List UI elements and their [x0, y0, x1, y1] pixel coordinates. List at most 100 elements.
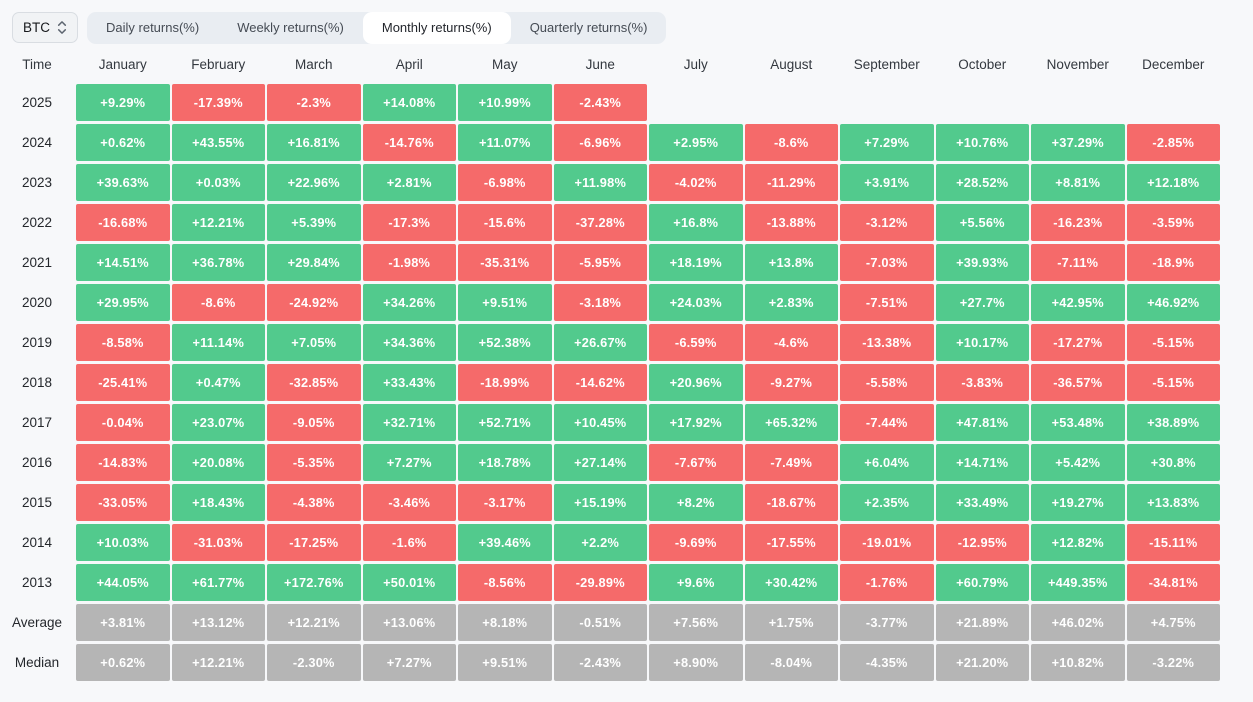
table-body: 2025 +9.29% -17.39% -2.3% +14.08% +10.99% -2.4… — [0, 84, 1220, 681]
return-cell: -18.9% — [1126, 244, 1220, 281]
return-cell: +10.99% — [458, 84, 552, 121]
returns-table: Time January February March April May June Jul… — [0, 48, 1253, 681]
return-cell: +0.62% — [76, 124, 170, 161]
return-cell: -24.92% — [267, 284, 361, 321]
return-cell: +20.08% — [171, 444, 265, 481]
month-header: January — [98, 56, 147, 72]
return-cell: +29.95% — [76, 284, 170, 321]
return-cell: +46.92% — [1126, 284, 1220, 321]
return-cell: +24.03% — [649, 284, 743, 321]
return-cell: +12.21% — [171, 644, 265, 681]
return-cell: -13.88% — [744, 204, 838, 241]
return-cell: -36.57% — [1031, 364, 1125, 401]
return-cell: -11.29% — [744, 164, 838, 201]
table-header-row: Time January February March April May June Jul… — [0, 48, 1220, 80]
return-cell: +38.89% — [1126, 404, 1220, 441]
return-cell: +10.45% — [553, 404, 647, 441]
return-cell: +5.56% — [935, 204, 1029, 241]
return-cell: +50.01% — [362, 564, 456, 601]
return-cell: +52.71% — [458, 404, 552, 441]
row-label: 2023 — [21, 175, 53, 190]
return-cell: +17.92% — [649, 404, 743, 441]
return-cell: -7.67% — [649, 444, 743, 481]
return-cell: -13.38% — [840, 324, 934, 361]
row-label: Median — [14, 655, 60, 670]
return-cell: +7.27% — [362, 444, 456, 481]
asset-selector[interactable]: BTC — [12, 12, 78, 43]
return-cell: +16.81% — [267, 124, 361, 161]
tab-quarterly-returns[interactable]: Quarterly returns(%) — [529, 20, 648, 35]
return-cell: +13.8% — [744, 244, 838, 281]
return-cell: +9.51% — [458, 284, 552, 321]
return-cell: +11.07% — [458, 124, 552, 161]
return-cell: +5.39% — [267, 204, 361, 241]
return-cell: -7.03% — [840, 244, 934, 281]
return-cell: -2.43% — [553, 84, 647, 121]
empty-cell — [1031, 84, 1125, 121]
return-cell: -2.3% — [267, 84, 361, 121]
return-cell: -3.18% — [553, 284, 647, 321]
return-cell: +2.81% — [362, 164, 456, 201]
return-cell: -7.11% — [1031, 244, 1125, 281]
return-cell: -5.15% — [1126, 364, 1220, 401]
return-cell: -29.89% — [553, 564, 647, 601]
return-cell: +21.89% — [935, 604, 1029, 641]
row-label: 2016 — [21, 455, 53, 470]
return-cell: -3.46% — [362, 484, 456, 521]
return-cell: +34.36% — [362, 324, 456, 361]
return-cell: +29.84% — [267, 244, 361, 281]
return-cell: +2.83% — [744, 284, 838, 321]
return-cell: -2.30% — [267, 644, 361, 681]
return-cell: +27.7% — [935, 284, 1029, 321]
empty-cell — [840, 84, 934, 121]
return-cell: +30.42% — [744, 564, 838, 601]
return-cell: -6.96% — [553, 124, 647, 161]
return-cell: -0.51% — [553, 604, 647, 641]
month-header: June — [585, 56, 615, 72]
month-header: March — [294, 56, 333, 72]
return-cell: -7.44% — [840, 404, 934, 441]
return-cell: -8.56% — [458, 564, 552, 601]
return-cell: +8.90% — [649, 644, 743, 681]
return-cell: -5.15% — [1126, 324, 1220, 361]
return-cell: -3.17% — [458, 484, 552, 521]
return-cell: +34.26% — [362, 284, 456, 321]
return-cell: -17.39% — [171, 84, 265, 121]
month-header: August — [770, 56, 813, 72]
row-label: 2019 — [21, 335, 53, 350]
return-cell: +11.14% — [171, 324, 265, 361]
return-cell: +37.29% — [1031, 124, 1125, 161]
return-cell: +0.03% — [171, 164, 265, 201]
row-label: 2022 — [21, 215, 53, 230]
return-cell: +3.81% — [76, 604, 170, 641]
return-cell: +23.07% — [171, 404, 265, 441]
month-header: February — [191, 56, 246, 72]
return-cell: +60.79% — [935, 564, 1029, 601]
tab-monthly-returns[interactable]: Monthly returns(%) — [362, 11, 511, 44]
return-cell: -4.38% — [267, 484, 361, 521]
return-cell: +12.18% — [1126, 164, 1220, 201]
return-cell: +22.96% — [267, 164, 361, 201]
return-cell: +30.8% — [1126, 444, 1220, 481]
return-cell: +27.14% — [553, 444, 647, 481]
month-header: May — [491, 56, 518, 72]
return-cell: +7.56% — [649, 604, 743, 641]
return-cell: -14.83% — [76, 444, 170, 481]
tab-weekly-returns[interactable]: Weekly returns(%) — [237, 20, 344, 35]
return-cell: +2.35% — [840, 484, 934, 521]
return-cell: +8.81% — [1031, 164, 1125, 201]
tab-daily-returns[interactable]: Daily returns(%) — [106, 20, 200, 35]
return-cell: -7.49% — [744, 444, 838, 481]
return-cell: +3.91% — [840, 164, 934, 201]
return-cell: +39.63% — [76, 164, 170, 201]
returns-tabs: Daily returns(%) Weekly returns(%) Monthly… — [87, 11, 667, 44]
row-label: 2018 — [21, 375, 53, 390]
return-cell: +36.78% — [171, 244, 265, 281]
return-cell: +0.62% — [76, 644, 170, 681]
return-cell: +61.77% — [171, 564, 265, 601]
return-cell: +33.43% — [362, 364, 456, 401]
return-cell: -17.55% — [744, 524, 838, 561]
return-cell: +47.81% — [935, 404, 1029, 441]
return-cell: -4.02% — [649, 164, 743, 201]
